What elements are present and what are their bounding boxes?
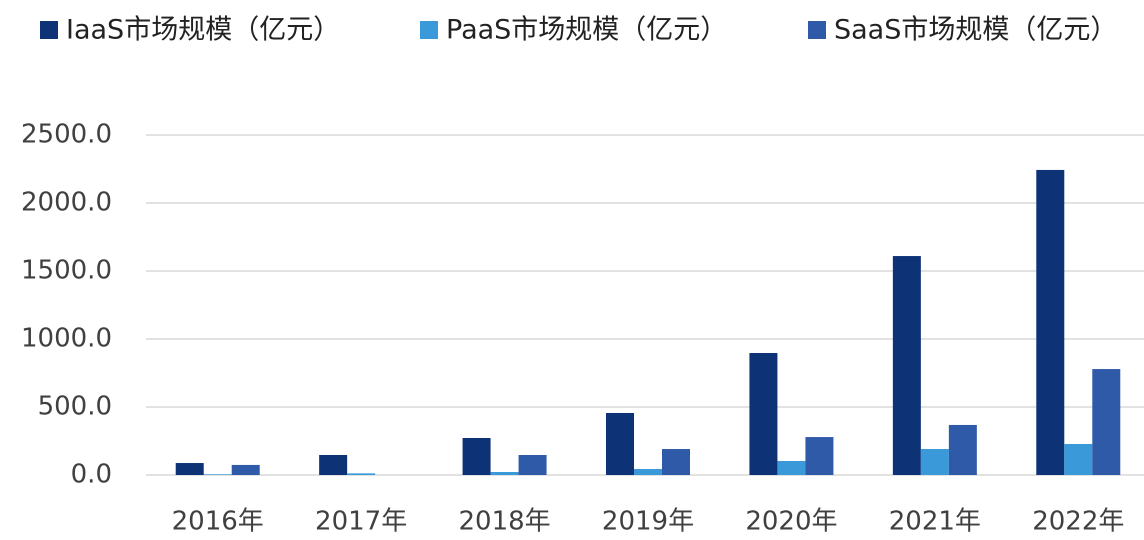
bar bbox=[606, 412, 634, 475]
legend-swatch bbox=[808, 21, 826, 39]
bar bbox=[634, 469, 662, 475]
y-tick-label: 500.0 bbox=[38, 392, 112, 422]
bar bbox=[231, 464, 260, 475]
x-tick-label: 2017年 bbox=[315, 507, 407, 537]
x-tick-label: 2020年 bbox=[745, 507, 837, 537]
legend-label: IaaS市场规模（亿元） bbox=[66, 15, 340, 46]
bar bbox=[462, 438, 491, 475]
x-tick-label: 2018年 bbox=[458, 507, 550, 537]
legend-label: SaaS市场规模（亿元） bbox=[834, 15, 1117, 46]
bar bbox=[948, 424, 977, 475]
bar bbox=[805, 437, 834, 475]
x-tick-label: 2022年 bbox=[1032, 507, 1124, 537]
x-tick-label: 2019年 bbox=[602, 507, 694, 537]
y-tick-label: 2000.0 bbox=[21, 188, 112, 218]
bar bbox=[777, 460, 806, 475]
bar bbox=[892, 256, 921, 475]
y-tick-label: 1500.0 bbox=[21, 256, 112, 286]
bar bbox=[749, 353, 778, 475]
y-tick-label: 2500.0 bbox=[21, 120, 112, 150]
bar bbox=[518, 455, 547, 475]
bar bbox=[662, 449, 690, 475]
bar bbox=[920, 449, 949, 475]
y-tick-label: 0.0 bbox=[71, 460, 112, 490]
legend-swatch bbox=[420, 21, 438, 39]
legend-label: PaaS市场规模（亿元） bbox=[446, 15, 727, 46]
bar bbox=[319, 455, 348, 475]
x-tick-label: 2021年 bbox=[889, 507, 981, 537]
bar bbox=[1036, 169, 1065, 475]
bar bbox=[1064, 443, 1093, 475]
x-tick-label: 2016年 bbox=[172, 507, 264, 537]
bar bbox=[175, 463, 204, 475]
legend-swatch bbox=[40, 21, 58, 39]
bar bbox=[203, 474, 232, 475]
y-tick-label: 1000.0 bbox=[21, 324, 112, 354]
bar bbox=[1092, 369, 1121, 475]
bar bbox=[490, 472, 519, 475]
bar bbox=[347, 473, 376, 475]
